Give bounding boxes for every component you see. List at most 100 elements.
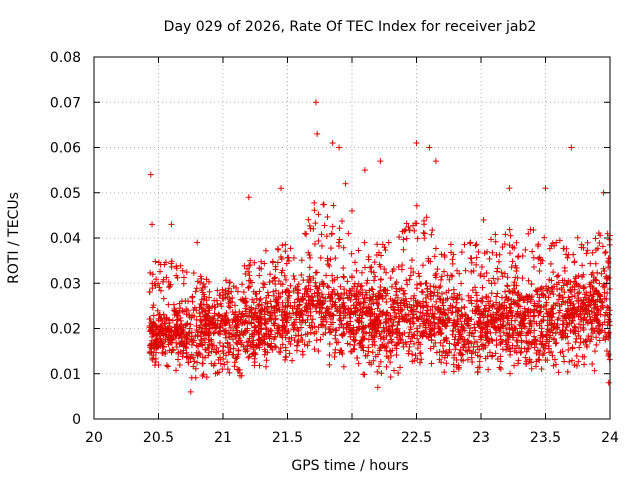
data-point <box>414 345 421 352</box>
data-point <box>461 241 468 248</box>
data-point <box>281 309 288 316</box>
data-point <box>606 318 613 325</box>
data-point-notable <box>377 158 384 165</box>
data-point <box>600 281 607 288</box>
data-point <box>463 321 470 328</box>
data-point <box>493 314 500 321</box>
data-point <box>423 317 430 324</box>
data-point <box>396 233 403 240</box>
data-point <box>339 218 346 225</box>
data-point <box>580 324 587 331</box>
data-point <box>383 353 390 360</box>
data-point <box>341 330 348 337</box>
data-point <box>532 336 539 343</box>
data-point <box>256 344 263 351</box>
data-point <box>376 363 383 370</box>
data-point <box>515 360 522 367</box>
data-point <box>169 346 176 353</box>
data-point <box>234 288 241 295</box>
data-point <box>311 207 318 214</box>
data-point <box>156 328 163 335</box>
data-point <box>491 323 498 330</box>
data-point <box>557 331 564 338</box>
data-point <box>340 273 347 280</box>
data-point <box>602 249 609 256</box>
data-point <box>416 273 423 280</box>
data-point <box>395 370 402 377</box>
data-point <box>370 269 377 276</box>
data-point <box>218 303 225 310</box>
data-point <box>543 331 550 338</box>
data-point <box>383 363 390 370</box>
data-point <box>348 250 355 257</box>
data-point <box>415 339 422 346</box>
data-point <box>163 315 170 322</box>
data-point <box>195 328 202 335</box>
data-point <box>256 301 263 308</box>
data-point <box>189 293 196 300</box>
data-point <box>603 333 610 340</box>
data-point <box>548 277 555 284</box>
data-point <box>165 278 172 285</box>
data-point <box>419 262 426 269</box>
data-point <box>550 291 557 298</box>
data-point <box>319 294 326 301</box>
data-point <box>261 260 268 267</box>
data-point <box>552 340 559 347</box>
data-point <box>573 362 580 369</box>
data-point <box>240 289 247 296</box>
data-point <box>494 290 501 297</box>
data-point <box>473 339 480 346</box>
data-point <box>554 321 561 328</box>
data-point <box>473 254 480 261</box>
data-point <box>363 280 370 287</box>
data-point <box>299 348 306 355</box>
data-point <box>186 329 193 336</box>
data-point <box>563 323 570 330</box>
data-point <box>204 312 211 319</box>
data-point <box>494 306 501 313</box>
data-point <box>335 339 342 346</box>
data-point <box>356 312 363 319</box>
data-point <box>572 330 579 337</box>
data-point <box>560 327 567 334</box>
data-point <box>291 324 298 331</box>
data-point <box>468 316 475 323</box>
data-point <box>183 269 190 276</box>
data-point <box>601 319 608 326</box>
data-point <box>183 321 190 328</box>
data-point <box>177 317 184 324</box>
data-point <box>146 349 153 356</box>
data-point <box>196 350 203 357</box>
data-point <box>445 315 452 322</box>
data-point <box>428 336 435 343</box>
data-point <box>538 304 545 311</box>
data-point <box>330 202 337 209</box>
data-point <box>295 338 302 345</box>
data-point <box>321 222 328 229</box>
data-point <box>493 293 500 300</box>
data-point <box>410 311 417 318</box>
data-point <box>220 327 227 334</box>
data-point <box>167 339 174 346</box>
data-point <box>230 336 237 343</box>
data-point <box>530 313 537 320</box>
data-point <box>571 278 578 285</box>
data-point <box>155 362 162 369</box>
data-point <box>272 315 279 322</box>
data-point <box>301 341 308 348</box>
data-point <box>574 306 581 313</box>
data-point <box>248 330 255 337</box>
data-point <box>378 252 385 259</box>
data-point <box>291 276 298 283</box>
data-point <box>534 291 541 298</box>
data-point <box>595 307 602 314</box>
data-point <box>440 347 447 354</box>
data-point <box>515 254 522 261</box>
data-point <box>549 329 556 336</box>
data-point <box>271 343 278 350</box>
data-point <box>537 347 544 354</box>
data-point <box>312 269 319 276</box>
data-point <box>334 290 341 297</box>
data-point <box>438 290 445 297</box>
